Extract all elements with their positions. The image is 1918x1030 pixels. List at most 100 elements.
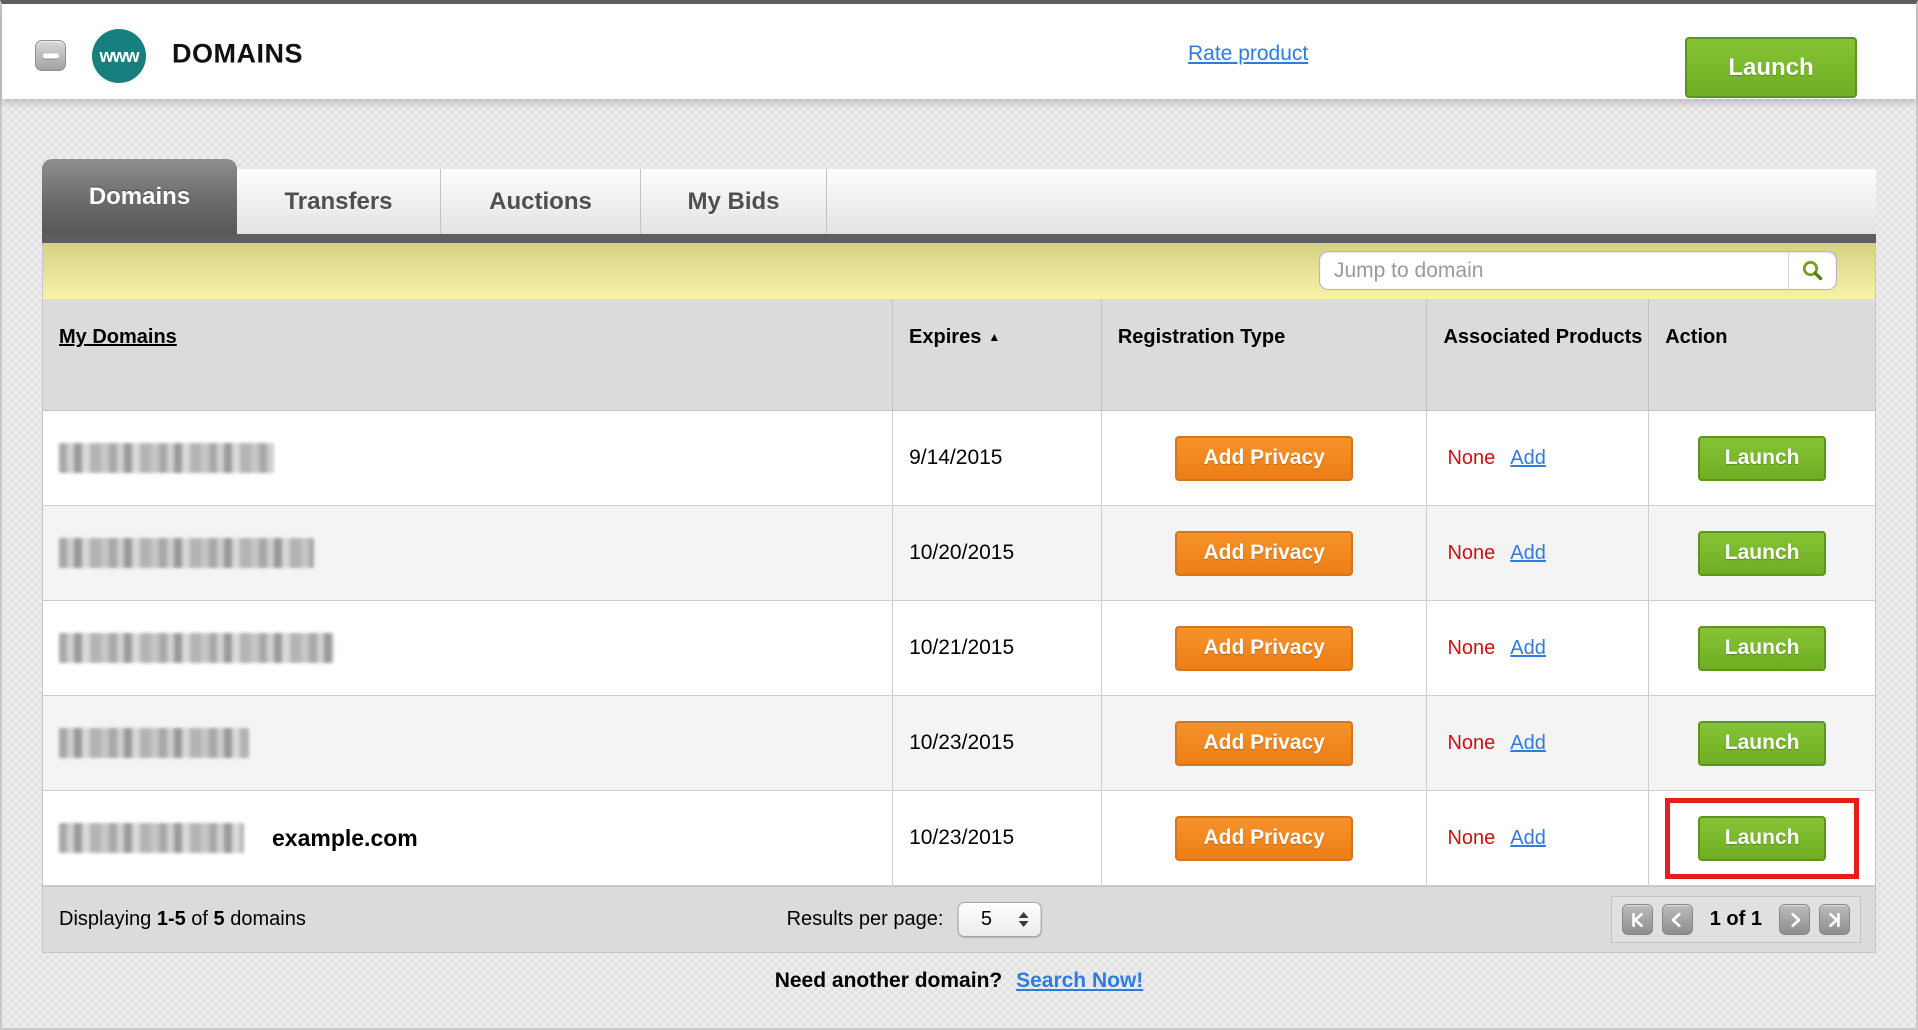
- tab-strip-underbar: [42, 234, 1876, 243]
- page-title: DOMAINS: [172, 38, 303, 69]
- table-header-row: My Domains Expires ▲ Registration Type As…: [43, 299, 1875, 411]
- sort-ascending-icon: ▲: [988, 330, 1001, 344]
- previous-page-button[interactable]: [1661, 904, 1693, 935]
- expires-cell: 10/23/2015: [892, 696, 1101, 790]
- column-header-registration-type: Registration Type: [1100, 299, 1427, 410]
- displaying-status: Displaying 1-5 of 5 domains: [59, 908, 306, 930]
- associated-none-label: None: [1447, 541, 1496, 564]
- domain-cell: [43, 411, 892, 505]
- tab-my-bids[interactable]: My Bids: [641, 169, 827, 234]
- collapse-button[interactable]: [35, 40, 66, 71]
- action-cell: Launch: [1648, 601, 1875, 695]
- next-page-button[interactable]: [1779, 904, 1810, 935]
- expires-cell: 10/21/2015: [892, 601, 1101, 695]
- tab-domains[interactable]: Domains: [42, 159, 237, 234]
- content-area: Domains Transfers Auctions My Bids: [2, 99, 1916, 1028]
- associated-cell: None Add: [1426, 696, 1648, 790]
- associated-none-label: None: [1447, 731, 1496, 754]
- rate-product-link[interactable]: Rate product: [1188, 42, 1309, 65]
- results-per-page: Results per page: 5: [787, 902, 1042, 937]
- tab-auctions[interactable]: Auctions: [441, 169, 641, 234]
- domains-app-icon: www: [92, 29, 146, 83]
- page-status: 1 of 1: [1709, 908, 1762, 930]
- expires-cell: 10/23/2015: [892, 791, 1101, 885]
- www-icon-text: www: [99, 45, 139, 66]
- redacted-domain-name: [59, 728, 249, 758]
- red-highlight-box: Launch: [1665, 797, 1860, 879]
- action-cell: Launch: [1648, 506, 1875, 600]
- redacted-domain-name: [59, 633, 334, 663]
- tab-transfers[interactable]: Transfers: [237, 169, 441, 234]
- add-privacy-button[interactable]: Add Privacy: [1175, 815, 1354, 861]
- launch-button[interactable]: Launch: [1698, 530, 1827, 576]
- domains-panel: Domains Transfers Auctions My Bids: [42, 159, 1876, 993]
- associated-cell: None Add: [1426, 411, 1648, 505]
- domain-cell: [43, 696, 892, 790]
- add-privacy-button[interactable]: Add Privacy: [1175, 625, 1354, 671]
- domain-cell: [43, 601, 892, 695]
- expires-cell: 9/14/2015: [892, 411, 1101, 505]
- need-domain-prompt: Need another domain? Search Now!: [774, 969, 1144, 992]
- add-product-link[interactable]: Add: [1510, 826, 1546, 849]
- add-product-link[interactable]: Add: [1510, 636, 1546, 659]
- search-icon: [1802, 260, 1822, 280]
- last-page-button[interactable]: [1819, 904, 1850, 935]
- jump-to-domain-input[interactable]: [1320, 252, 1788, 289]
- minus-icon: [42, 53, 59, 58]
- results-per-page-label: Results per page:: [786, 908, 944, 930]
- table-row: 10/21/2015 Add Privacy None Add Launch: [43, 601, 1875, 696]
- search-button[interactable]: [1788, 252, 1836, 289]
- launch-button[interactable]: Launch: [1698, 720, 1827, 766]
- table-row: 10/23/2015 Add Privacy None Add Launch: [43, 696, 1875, 791]
- redacted-domain-name: [59, 443, 274, 473]
- table-row-example-com: example.com 10/23/2015 Add Privacy None A…: [43, 791, 1875, 886]
- add-privacy-button[interactable]: Add Privacy: [1175, 720, 1354, 766]
- associated-cell: None Add: [1426, 506, 1648, 600]
- add-product-link[interactable]: Add: [1510, 446, 1546, 469]
- registration-cell: Add Privacy: [1100, 411, 1427, 505]
- registration-cell: Add Privacy: [1100, 791, 1427, 885]
- action-cell: Launch: [1648, 411, 1875, 505]
- pagination: 1 of 1: [1610, 896, 1861, 943]
- launch-button[interactable]: Launch: [1698, 625, 1827, 671]
- associated-none-label: None: [1447, 446, 1496, 469]
- domain-cell: example.com: [43, 791, 892, 885]
- tab-strip: Domains Transfers Auctions My Bids: [42, 159, 1876, 234]
- table-footer: Displaying 1-5 of 5 domains Results per …: [42, 887, 1876, 953]
- domains-table: My Domains Expires ▲ Registration Type As…: [42, 299, 1876, 887]
- launch-button-header[interactable]: Launch: [1685, 37, 1857, 98]
- registration-cell: Add Privacy: [1100, 506, 1427, 600]
- column-header-action: Action: [1648, 299, 1875, 410]
- app-header: www DOMAINS Rate product Launch: [2, 4, 1916, 99]
- last-page-icon: [1828, 912, 1840, 927]
- tab-strip-filler: [827, 169, 1876, 234]
- associated-cell: None Add: [1426, 791, 1648, 885]
- launch-button-highlighted[interactable]: Launch: [1698, 815, 1827, 861]
- associated-none-label: None: [1447, 636, 1496, 659]
- associated-cell: None Add: [1426, 601, 1648, 695]
- registration-cell: Add Privacy: [1100, 601, 1427, 695]
- action-cell: Launch: [1648, 791, 1875, 885]
- associated-none-label: None: [1447, 826, 1496, 849]
- first-page-button[interactable]: [1621, 904, 1653, 935]
- first-page-icon: [1632, 912, 1644, 927]
- jump-to-domain-search: [1319, 251, 1837, 290]
- table-row: 10/20/2015 Add Privacy None Add Launch: [43, 506, 1875, 601]
- add-privacy-button[interactable]: Add Privacy: [1175, 530, 1354, 576]
- action-cell: Launch: [1648, 696, 1875, 790]
- add-product-link[interactable]: Add: [1510, 731, 1546, 754]
- add-product-link[interactable]: Add: [1510, 541, 1546, 564]
- column-header-expires[interactable]: Expires ▲: [892, 299, 1101, 410]
- column-header-associated-products: Associated Products: [1426, 299, 1648, 410]
- search-now-link[interactable]: Search Now!: [1016, 969, 1144, 992]
- redacted-domain-name: [59, 823, 244, 853]
- my-domains-sort-link[interactable]: My Domains: [59, 326, 177, 348]
- next-page-icon: [1790, 912, 1800, 927]
- stepper-icon: [1014, 912, 1032, 927]
- example-domain-annotation: example.com: [272, 824, 418, 851]
- results-per-page-select[interactable]: 5: [957, 902, 1042, 937]
- previous-page-icon: [1671, 912, 1681, 927]
- add-privacy-button[interactable]: Add Privacy: [1175, 435, 1354, 481]
- launch-button[interactable]: Launch: [1698, 435, 1827, 481]
